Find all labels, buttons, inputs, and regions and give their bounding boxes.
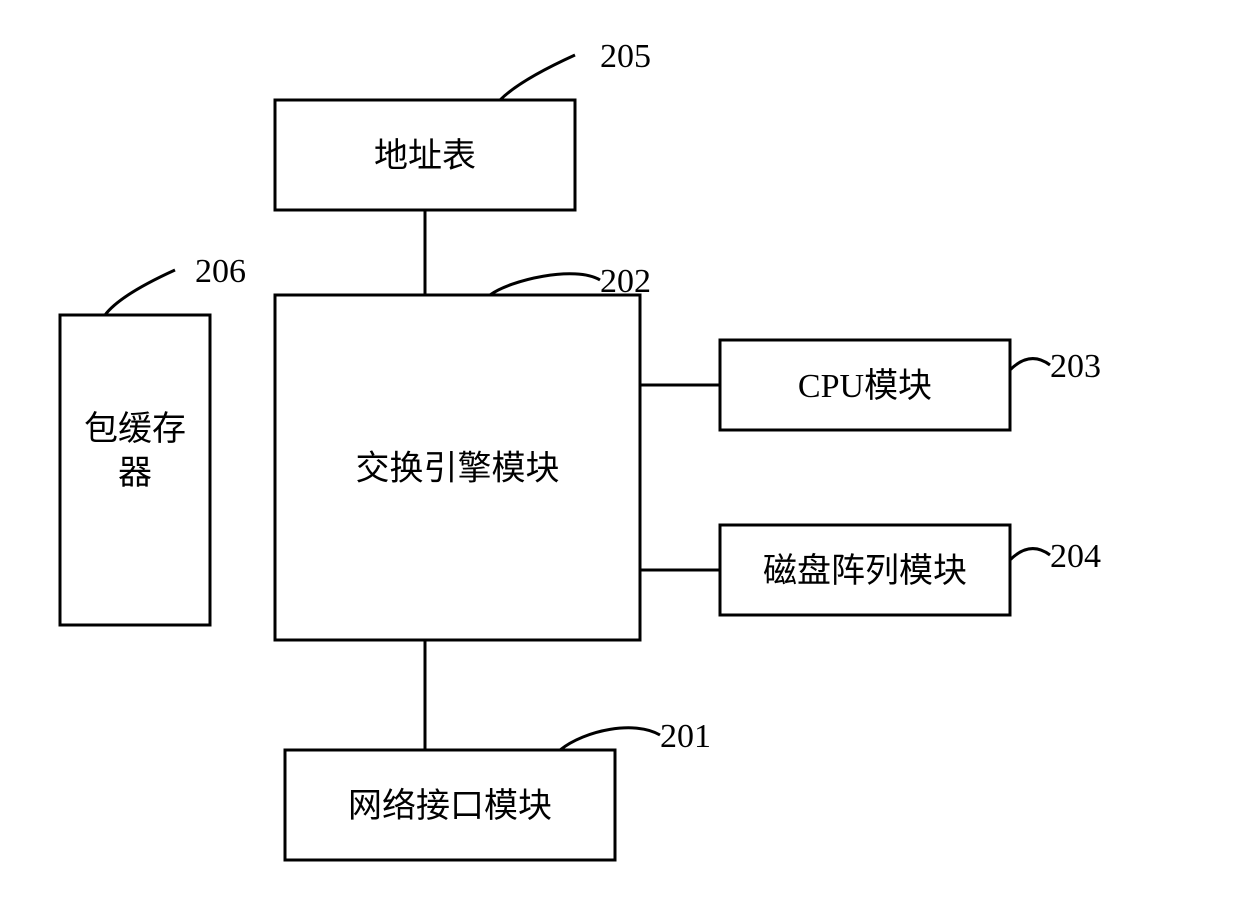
node-label-n201: 网络接口模块: [348, 787, 552, 825]
node-label-n205: 地址表: [374, 137, 476, 175]
node-label-n203: CPU模块: [798, 367, 932, 405]
ref-n203: 203: [1050, 348, 1101, 385]
node-label-n202: 交换引擎模块: [356, 450, 560, 488]
block-diagram: 地址表205包缓存器206交换引擎模块202CPU模块203磁盘阵列模块204网…: [0, 0, 1240, 892]
ref-n205: 205: [600, 38, 651, 75]
ref-n202: 202: [600, 263, 651, 300]
ref-n206: 206: [195, 253, 246, 290]
ref-n201: 201: [660, 718, 711, 755]
ref-n204: 204: [1050, 538, 1101, 575]
node-label-n204: 磁盘阵列模块: [763, 552, 967, 590]
